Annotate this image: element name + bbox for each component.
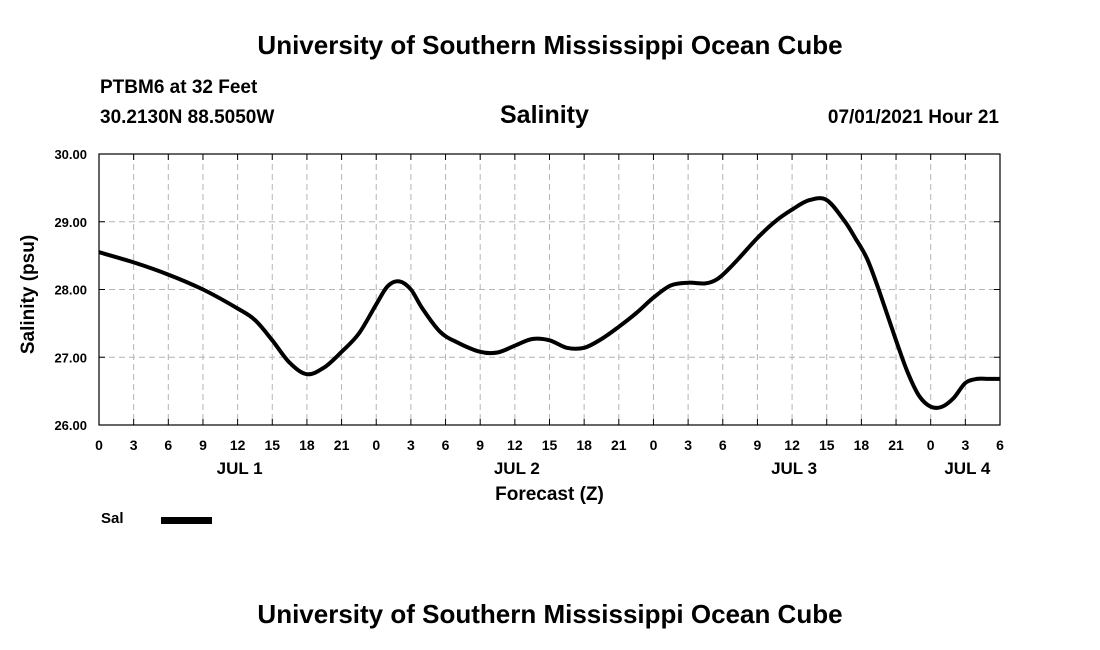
- x-tick-label: 3: [130, 437, 138, 453]
- x-tick-label: 9: [754, 437, 762, 453]
- legend-label: Sal: [101, 510, 124, 527]
- x-tick-label: 6: [719, 437, 727, 453]
- x-tick-label: 15: [819, 437, 835, 453]
- salinity-series-line: [99, 196, 1000, 410]
- x-tick-label: 21: [888, 437, 904, 453]
- x-date-label: JUL 2: [494, 459, 540, 478]
- y-tick-label: 30.00: [54, 147, 87, 162]
- x-tick-label: 15: [264, 437, 280, 453]
- x-tick-label: 21: [334, 437, 350, 453]
- x-tick-label: 18: [576, 437, 592, 453]
- x-date-label: JUL 4: [944, 459, 991, 478]
- x-tick-label: 0: [927, 437, 935, 453]
- footer-title: University of Southern Mississippi Ocean…: [257, 599, 843, 629]
- legend-swatch: [161, 517, 212, 524]
- y-tick-label: 26.00: [54, 418, 87, 433]
- x-date-label: JUL 1: [217, 459, 263, 478]
- y-tick-label: 29.00: [54, 215, 87, 230]
- x-date-label: JUL 3: [771, 459, 817, 478]
- page-title: University of Southern Mississippi Ocean…: [257, 30, 843, 60]
- x-tick-label: 0: [95, 437, 103, 453]
- x-axis-label: Forecast (Z): [495, 484, 604, 505]
- chart-title: Salinity: [500, 101, 589, 129]
- y-axis-label: Salinity (psu): [18, 235, 39, 354]
- x-tick-label: 18: [299, 437, 315, 453]
- grid-lines: [99, 154, 1000, 425]
- plot-frame: [98, 153, 1001, 426]
- x-tick-label: 12: [784, 437, 800, 453]
- x-tick-label: 18: [854, 437, 870, 453]
- station-label: PTBM6 at 32 Feet: [100, 77, 258, 98]
- x-tick-label: 6: [164, 437, 172, 453]
- x-tick-label: 9: [199, 437, 207, 453]
- x-tick-label: 6: [442, 437, 450, 453]
- x-tick-label: 12: [507, 437, 523, 453]
- x-tick-label: 12: [230, 437, 246, 453]
- coordinates-label: 30.2130N 88.5050W: [100, 107, 275, 128]
- y-tick-label: 28.00: [54, 283, 87, 298]
- x-tick-label: 0: [650, 437, 658, 453]
- x-tick-label: 21: [611, 437, 627, 453]
- x-tick-label: 9: [476, 437, 484, 453]
- x-tick-label: 3: [684, 437, 692, 453]
- forecast-datetime: 07/01/2021 Hour 21: [827, 107, 999, 128]
- x-tick-label: 0: [372, 437, 380, 453]
- axis-labels: 26.00 27.00 28.00 29.00 30.00 0 3 6 9 12 15 18 21 0 3 6…: [54, 147, 1004, 478]
- x-tick-label: 3: [407, 437, 415, 453]
- x-tick-label: 15: [542, 437, 558, 453]
- x-tick-label: 6: [996, 437, 1004, 453]
- y-tick-label: 27.00: [54, 350, 87, 365]
- x-tick-label: 3: [961, 437, 969, 453]
